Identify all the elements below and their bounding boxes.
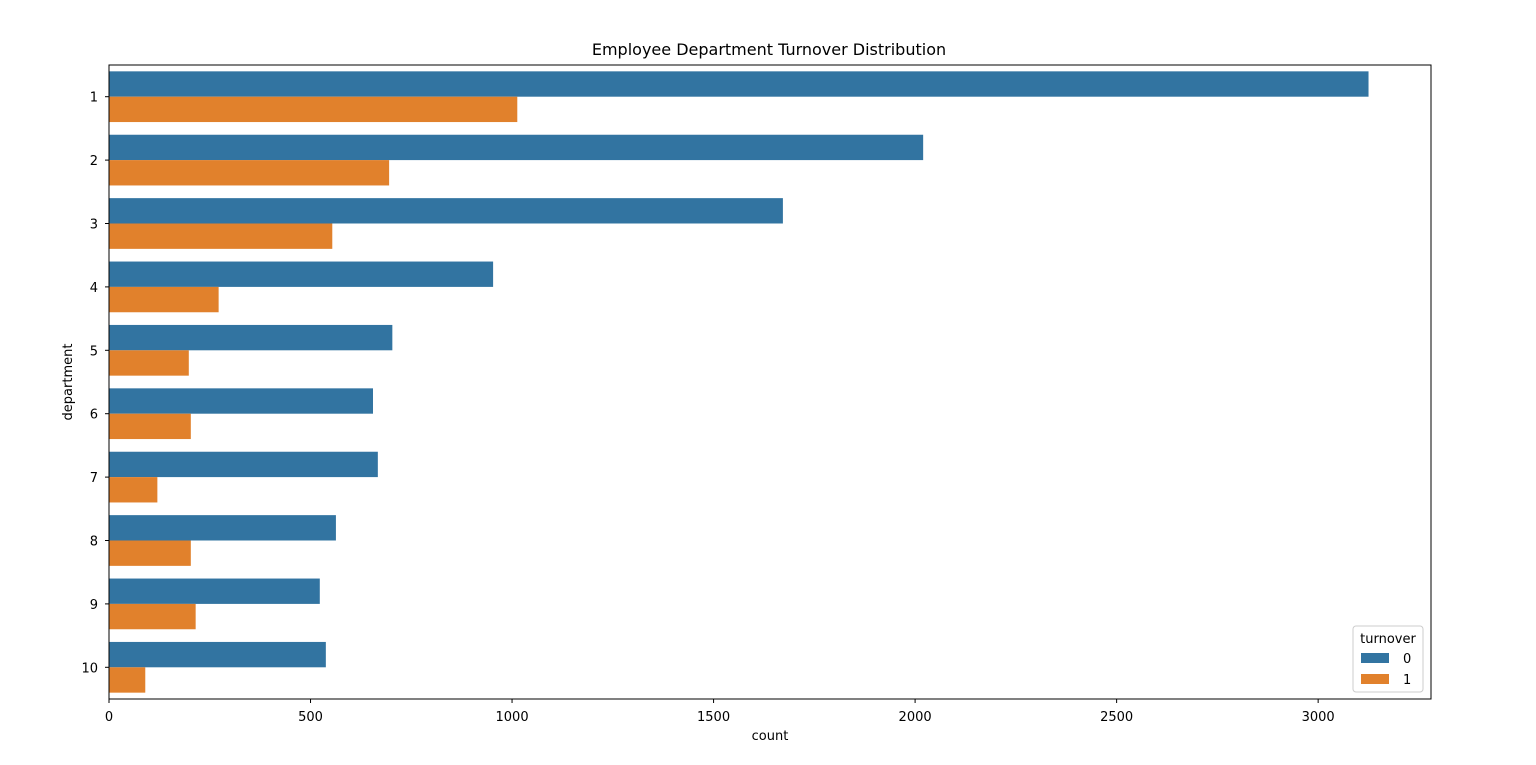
bar-dept-1-turnover-0 [109, 71, 1369, 97]
bar-dept-2-turnover-0 [109, 134, 924, 161]
bar-dept-4-turnover-0 [109, 261, 494, 287]
y-tick-label: 9 [90, 598, 98, 613]
legend-swatch-1 [1361, 674, 1389, 684]
bar-dept-6-turnover-0 [109, 388, 373, 414]
bar-dept-9-turnover-1 [109, 603, 196, 630]
bars-group [109, 71, 1369, 693]
x-axis: 0 500 1000 1500 2000 2500 3000 [105, 699, 1335, 725]
y-axis: 1 2 3 4 5 6 7 8 9 10 [81, 91, 109, 676]
bar-dept-5-turnover-0 [109, 324, 393, 351]
x-axis-label: count [752, 729, 789, 744]
bar-dept-9-turnover-0 [109, 578, 320, 604]
y-axis-label: department [61, 344, 76, 421]
bar-dept-7-turnover-0 [109, 451, 378, 478]
x-tick-label: 1000 [496, 710, 529, 725]
y-tick-label: 8 [90, 535, 98, 550]
y-tick-label: 10 [81, 661, 98, 676]
y-tick-label: 7 [90, 471, 98, 486]
chart-title: Employee Department Turnover Distributio… [592, 40, 946, 59]
y-tick-label: 5 [90, 344, 98, 359]
x-tick-label: 2000 [899, 710, 932, 725]
y-tick-label: 2 [90, 154, 98, 169]
plot-frame [108, 64, 1432, 700]
bar-dept-10-turnover-0 [109, 641, 326, 668]
y-tick-label: 4 [90, 281, 98, 296]
legend-swatch-0 [1361, 653, 1389, 663]
bar-dept-10-turnover-1 [109, 667, 146, 693]
y-tick-label: 3 [90, 218, 98, 233]
bar-dept-7-turnover-1 [109, 477, 158, 503]
legend-label-0: 0 [1403, 652, 1411, 667]
legend: turnover 0 1 [1352, 625, 1424, 693]
bar-dept-4-turnover-1 [109, 286, 219, 313]
bar-dept-5-turnover-1 [109, 350, 189, 376]
y-tick-label: 6 [90, 408, 98, 423]
y-tick-label: 1 [90, 91, 98, 106]
bar-dept-8-turnover-1 [109, 540, 191, 566]
bar-dept-3-turnover-0 [109, 198, 783, 224]
x-tick-label: 0 [105, 710, 113, 725]
x-tick-label: 2500 [1100, 710, 1133, 725]
x-tick-label: 3000 [1302, 710, 1335, 725]
legend-label-1: 1 [1403, 673, 1411, 688]
bar-dept-2-turnover-1 [109, 160, 390, 186]
bar-dept-1-turnover-1 [109, 96, 518, 123]
bar-dept-3-turnover-1 [109, 223, 333, 249]
x-tick-label: 500 [298, 710, 323, 725]
x-tick-label: 1500 [697, 710, 730, 725]
legend-title: turnover [1360, 632, 1416, 647]
bar-dept-6-turnover-1 [109, 413, 191, 440]
bar-dept-8-turnover-0 [109, 515, 336, 541]
